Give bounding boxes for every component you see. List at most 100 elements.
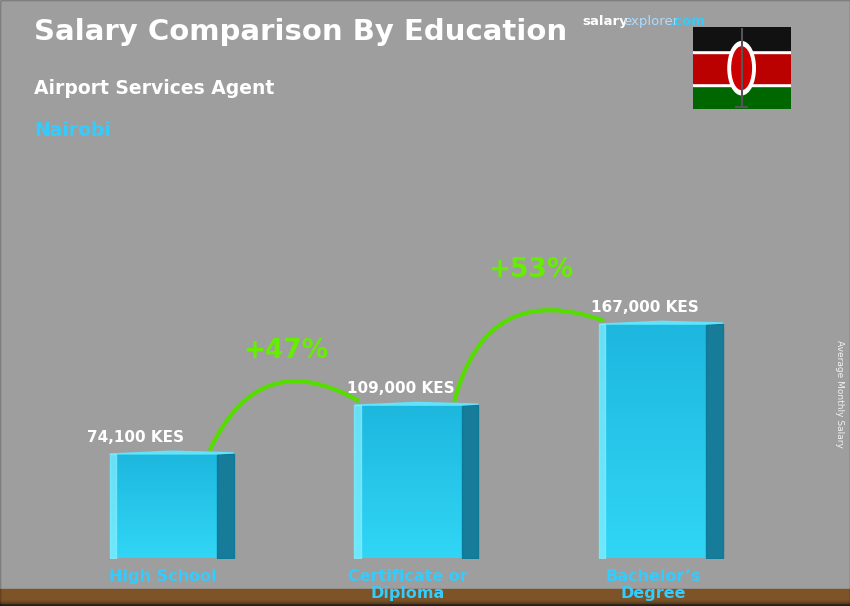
Bar	[0, 590, 850, 599]
Bar	[0, 597, 850, 606]
Bar	[0, 594, 850, 604]
Polygon shape	[354, 402, 479, 405]
Bar	[0, 590, 850, 599]
Bar	[0, 591, 850, 600]
Bar	[0, 596, 850, 605]
Bar	[0, 590, 850, 599]
Bar	[0, 595, 850, 604]
Bar	[0, 591, 850, 601]
Bar	[693, 53, 791, 83]
Bar	[0, 596, 850, 605]
Text: Airport Services Agent: Airport Services Agent	[34, 79, 275, 98]
Bar	[0, 591, 850, 600]
Bar	[0, 597, 850, 606]
Bar	[0, 596, 850, 605]
Text: Salary Comparison By Education: Salary Comparison By Education	[34, 18, 567, 46]
Bar	[0, 593, 850, 602]
Bar	[0, 593, 850, 602]
Bar	[0, 592, 850, 601]
Bar	[0, 596, 850, 605]
Polygon shape	[110, 451, 234, 454]
Text: Average Monthly Salary: Average Monthly Salary	[835, 340, 844, 448]
Bar	[0, 595, 850, 604]
Ellipse shape	[728, 42, 756, 95]
Bar	[0, 594, 850, 604]
Bar	[0, 594, 850, 604]
Bar	[0, 596, 850, 605]
Text: +47%: +47%	[243, 339, 328, 364]
Bar	[0, 593, 850, 602]
Bar	[0, 591, 850, 601]
Bar	[0, 592, 850, 601]
Bar	[0, 594, 850, 604]
FancyArrowPatch shape	[455, 310, 603, 400]
Bar	[0, 592, 850, 601]
Bar	[0, 596, 850, 605]
Bar	[0, 590, 850, 599]
Text: Nairobi: Nairobi	[34, 121, 111, 140]
Polygon shape	[599, 321, 723, 324]
Bar	[0, 593, 850, 602]
Bar	[0, 594, 850, 603]
Bar	[0, 592, 850, 601]
Bar	[0, 594, 850, 604]
Bar	[0, 594, 850, 603]
Text: 74,100 KES: 74,100 KES	[87, 430, 184, 445]
Bar	[0, 591, 850, 600]
Bar	[0, 596, 850, 605]
Bar	[0, 592, 850, 601]
Bar	[0, 596, 850, 605]
Bar	[693, 50, 791, 53]
Bar	[0, 593, 850, 602]
Bar	[0, 596, 850, 605]
Bar	[0, 591, 850, 600]
Bar	[693, 83, 791, 86]
Bar	[0, 597, 850, 606]
Bar	[0, 595, 850, 604]
Bar	[0, 591, 850, 600]
Bar	[0, 590, 850, 599]
Bar	[0, 595, 850, 604]
Bar	[0, 591, 850, 600]
Bar	[0, 591, 850, 601]
Bar	[0, 594, 850, 603]
Bar	[0, 594, 850, 603]
Text: salary: salary	[582, 15, 628, 28]
Text: 109,000 KES: 109,000 KES	[347, 381, 454, 396]
Bar	[0, 590, 850, 599]
Bar	[0, 593, 850, 602]
Bar	[0, 590, 850, 599]
Bar	[0, 590, 850, 599]
Bar	[0, 594, 850, 603]
Bar	[0, 591, 850, 601]
Bar	[0, 593, 850, 602]
Bar	[0, 590, 850, 599]
Text: +53%: +53%	[488, 258, 573, 284]
Bar	[0, 591, 850, 601]
Text: 167,000 KES: 167,000 KES	[592, 300, 699, 315]
Bar	[0, 593, 850, 602]
Bar	[0, 591, 850, 600]
Bar	[0, 595, 850, 605]
Bar	[0, 593, 850, 602]
Text: explorer: explorer	[623, 15, 678, 28]
Bar	[0, 590, 850, 599]
Bar	[0, 593, 850, 602]
Bar	[0, 596, 850, 605]
Ellipse shape	[732, 47, 751, 90]
Bar	[0, 592, 850, 601]
Bar	[0, 593, 850, 601]
Bar	[0, 595, 850, 604]
FancyArrowPatch shape	[210, 381, 358, 449]
Bar	[0, 594, 850, 603]
Bar	[0, 591, 850, 601]
Bar	[0, 593, 850, 602]
Bar	[693, 27, 791, 50]
Bar	[0, 590, 850, 599]
Bar	[0, 594, 850, 604]
Bar	[0, 595, 850, 604]
Bar	[0, 594, 850, 603]
Bar	[0, 590, 850, 599]
Bar	[693, 86, 791, 109]
Bar	[0, 596, 850, 605]
